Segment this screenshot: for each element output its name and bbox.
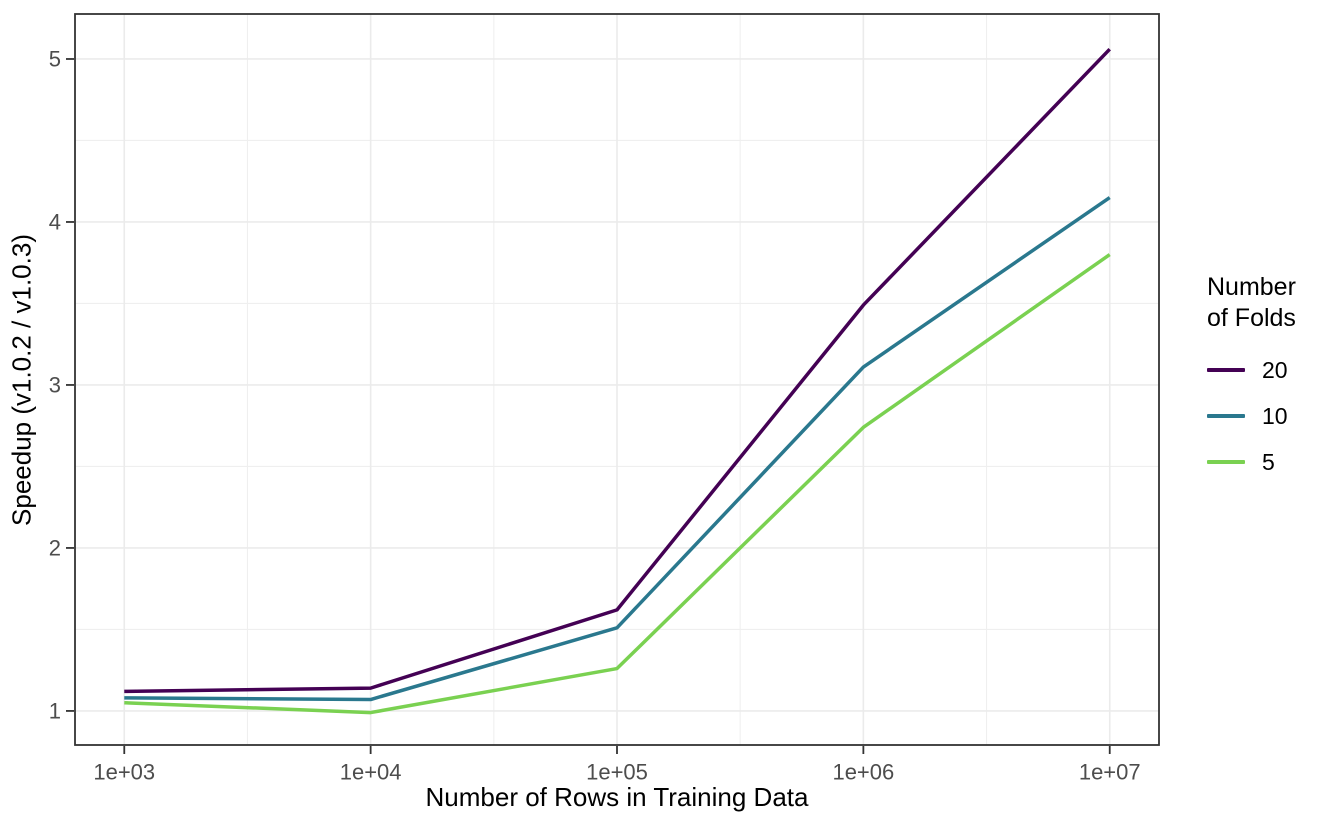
panel-border — [74, 13, 1160, 746]
legend-title: Number of Folds — [1207, 273, 1296, 332]
legend-items: 20 10 5 — [1207, 352, 1296, 480]
x-axis-title: Number of Rows in Training Data — [425, 782, 809, 812]
x-tick-label: 1e+06 — [832, 760, 894, 785]
x-tick-label: 1e+03 — [93, 760, 155, 785]
legend-label: 10 — [1262, 402, 1288, 429]
series-line-5 — [124, 253, 1111, 715]
legend-item-10: 10 — [1207, 398, 1296, 434]
series-line-10 — [124, 196, 1111, 702]
x-tick-label: 1e+04 — [340, 760, 402, 785]
legend-key-line — [1207, 414, 1245, 418]
y-tick-label: 5 — [49, 46, 61, 71]
x-tick-label: 1e+05 — [586, 760, 648, 785]
y-tick-label: 2 — [49, 535, 61, 560]
x-tick-label: 1e+07 — [1079, 760, 1141, 785]
legend: Number of Folds 20 10 5 — [1207, 272, 1296, 490]
series-line-20 — [124, 47, 1111, 694]
legend-label: 20 — [1262, 356, 1288, 383]
y-tick-label: 3 — [49, 372, 61, 397]
y-axis-title: Speedup (v1.0.2 / v1.0.3) — [6, 234, 37, 526]
legend-key-line — [1207, 460, 1245, 464]
y-tick-label: 1 — [49, 698, 61, 723]
legend-key-line — [1207, 368, 1245, 372]
legend-item-20: 20 — [1207, 352, 1296, 388]
legend-label: 5 — [1262, 448, 1275, 475]
y-tick-label: 4 — [49, 209, 61, 234]
legend-item-5: 5 — [1207, 444, 1296, 480]
